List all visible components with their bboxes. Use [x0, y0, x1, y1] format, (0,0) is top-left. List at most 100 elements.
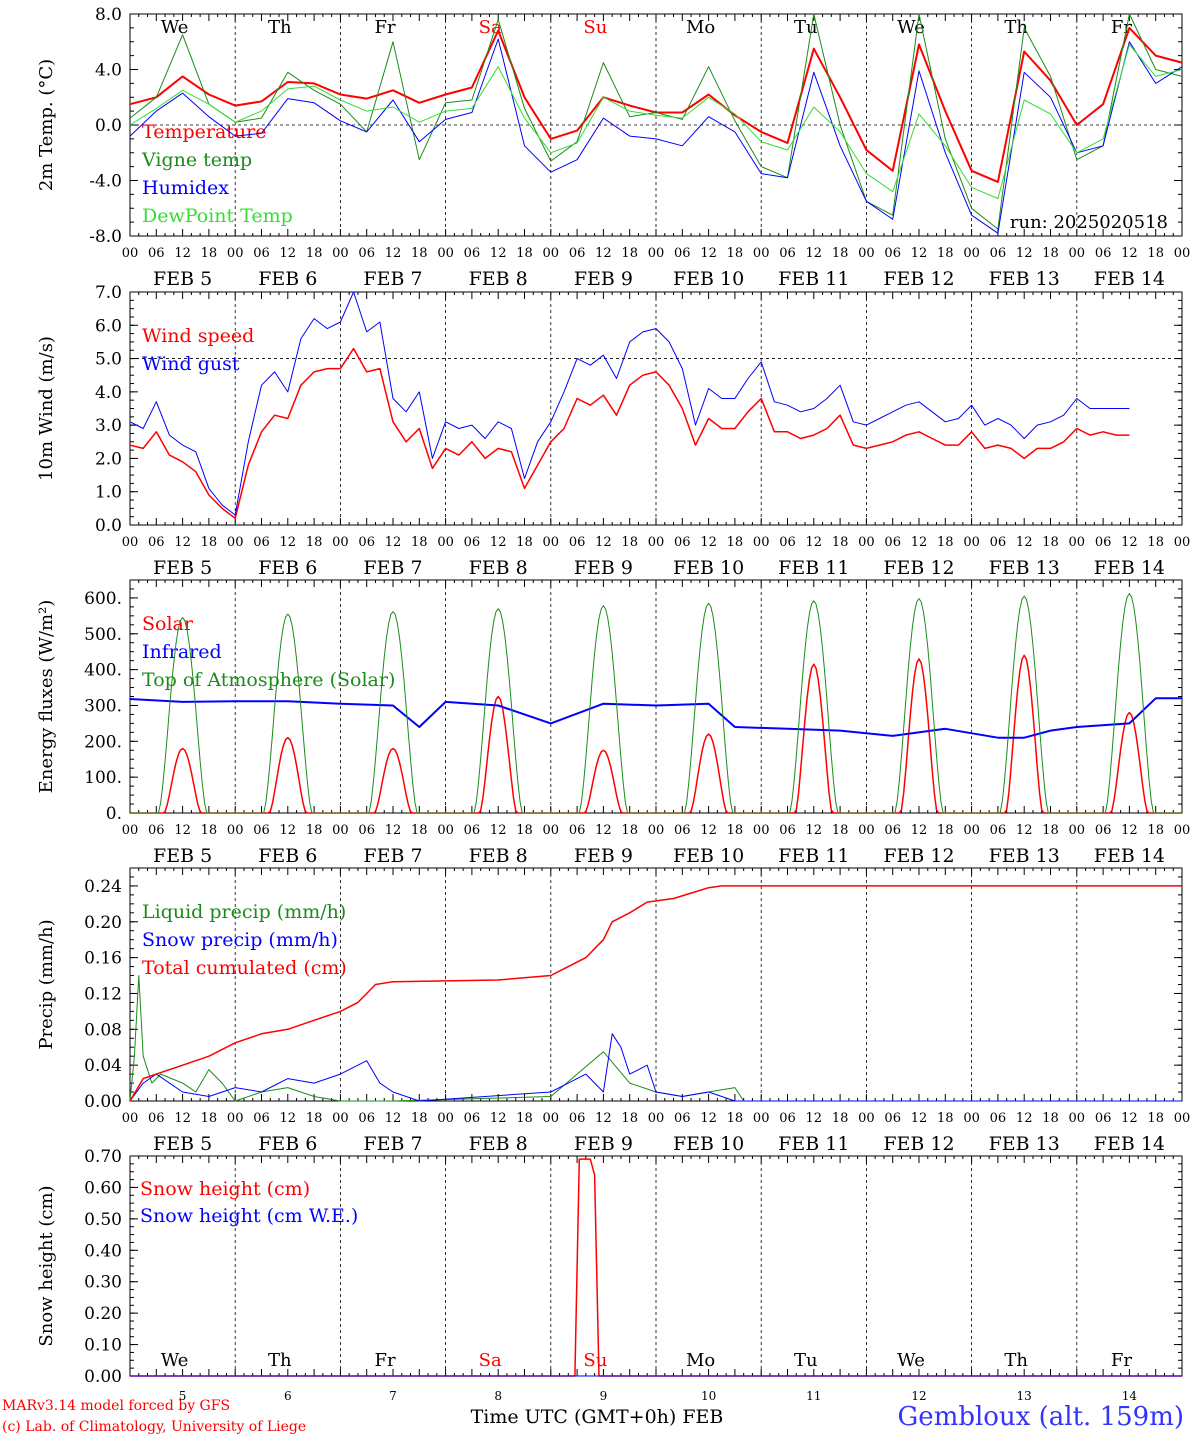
- hour-label: 18: [306, 535, 323, 550]
- date-label: FEB 6: [258, 268, 317, 290]
- date-label: FEB 7: [363, 268, 422, 290]
- y-tick-label: -4.0: [89, 172, 122, 192]
- hour-label: 00: [648, 1111, 665, 1126]
- hour-label: 18: [1147, 246, 1164, 261]
- hour-label: 06: [464, 246, 481, 261]
- hour-label: 18: [1042, 246, 1059, 261]
- day-number-label: 6: [284, 1389, 292, 1403]
- hour-label: 12: [806, 535, 823, 550]
- hour-label: 18: [306, 823, 323, 838]
- hour-label: 00: [543, 535, 560, 550]
- hour-label: 12: [806, 1111, 823, 1126]
- hour-label: 06: [884, 535, 901, 550]
- y-tick-label: 0.16: [84, 949, 122, 969]
- day-number-label: 8: [494, 1389, 502, 1403]
- hour-label: 12: [280, 246, 297, 261]
- hour-label: 06: [779, 1111, 796, 1126]
- hour-label: 00: [858, 246, 875, 261]
- day-number-label: 10: [701, 1389, 716, 1403]
- hour-label: 18: [621, 823, 638, 838]
- hour-label: 00: [753, 1111, 770, 1126]
- date-label: FEB 7: [363, 845, 422, 867]
- hour-label: 18: [937, 535, 954, 550]
- hour-label: 12: [174, 246, 191, 261]
- hour-label: 06: [358, 246, 375, 261]
- hour-label: 18: [411, 246, 428, 261]
- day-number-label: 7: [389, 1389, 397, 1403]
- hour-label: 06: [464, 823, 481, 838]
- date-label: FEB 8: [469, 268, 528, 290]
- hour-label: 18: [201, 1111, 218, 1126]
- hour-label: 00: [1069, 246, 1086, 261]
- weekday-label: We: [161, 1350, 189, 1371]
- series-line: [129, 885, 1182, 1102]
- weekday-label: Tu: [794, 1350, 818, 1371]
- hour-label: 00: [227, 246, 244, 261]
- hour-label: 00: [858, 823, 875, 838]
- hour-label: 06: [884, 823, 901, 838]
- y-tick-label: 0.: [106, 804, 122, 824]
- hour-label: 00: [648, 535, 665, 550]
- date-label: FEB 8: [469, 1133, 528, 1155]
- hour-label: 18: [621, 246, 638, 261]
- hour-label: 18: [832, 1111, 849, 1126]
- run-annotation: run: 2025020518: [1010, 212, 1168, 233]
- station-name: Gembloux (alt. 159m): [897, 1402, 1184, 1432]
- hour-label: 18: [201, 823, 218, 838]
- hour-label: 00: [963, 246, 980, 261]
- hour-label: 12: [595, 246, 612, 261]
- hour-label: 12: [911, 1111, 928, 1126]
- y-tick-label: 0.70: [84, 1147, 122, 1167]
- hour-label: 18: [516, 246, 533, 261]
- date-label: FEB 7: [363, 557, 422, 579]
- y-tick-label: 0.0: [95, 116, 122, 136]
- date-label: FEB 14: [1094, 268, 1165, 290]
- date-label: FEB 5: [153, 1133, 212, 1155]
- hour-label: 12: [911, 535, 928, 550]
- weekday-label: Fr: [374, 1350, 395, 1371]
- hour-label: 00: [1069, 1111, 1086, 1126]
- legend-entry: Total cumulated (cm): [142, 957, 347, 979]
- hour-label: 18: [937, 246, 954, 261]
- hour-label: 06: [148, 823, 165, 838]
- hour-label: 00: [1069, 823, 1086, 838]
- hour-label: 18: [306, 1111, 323, 1126]
- hour-label: 00: [332, 246, 349, 261]
- date-label: FEB 6: [258, 845, 317, 867]
- hour-label: 00: [963, 823, 980, 838]
- weekday-label: Th: [268, 1350, 292, 1371]
- y-tick-label: 7.0: [95, 283, 122, 303]
- hour-label: 12: [490, 535, 507, 550]
- y-tick-label: 0.10: [84, 1336, 122, 1356]
- hour-label: 12: [490, 823, 507, 838]
- hour-label: 00: [122, 246, 139, 261]
- y-tick-label: 1.0: [95, 483, 122, 503]
- date-label: FEB 14: [1094, 1133, 1165, 1155]
- hour-label: 06: [1095, 1111, 1112, 1126]
- hour-label: 12: [595, 823, 612, 838]
- hour-label: 06: [1095, 823, 1112, 838]
- legend-entry: Solar: [142, 613, 194, 635]
- model-credit: MARv3.14 model forced by GFS: [2, 1398, 231, 1414]
- hour-label: 12: [1121, 246, 1138, 261]
- hour-label: 18: [727, 535, 744, 550]
- series-line: [130, 593, 1182, 814]
- hour-label: 06: [253, 823, 270, 838]
- hour-label: 00: [437, 823, 454, 838]
- date-label: FEB 13: [989, 845, 1060, 867]
- hour-label: 06: [1095, 246, 1112, 261]
- y-tick-label: -8.0: [89, 227, 122, 247]
- date-label: FEB 14: [1094, 845, 1165, 867]
- y-tick-label: 0.20: [84, 1304, 122, 1324]
- hour-label: 00: [543, 823, 560, 838]
- hour-label: 00: [543, 1111, 560, 1126]
- weekday-label: Sa: [479, 1350, 502, 1371]
- y-tick-label: 0.0: [95, 516, 122, 536]
- hour-label: 12: [1016, 246, 1033, 261]
- date-label: FEB 8: [469, 557, 528, 579]
- hour-label: 12: [1121, 535, 1138, 550]
- hour-label: 00: [858, 535, 875, 550]
- date-label: FEB 12: [883, 1133, 954, 1155]
- legend-entry: Wind speed: [142, 325, 254, 347]
- hour-label: 12: [280, 1111, 297, 1126]
